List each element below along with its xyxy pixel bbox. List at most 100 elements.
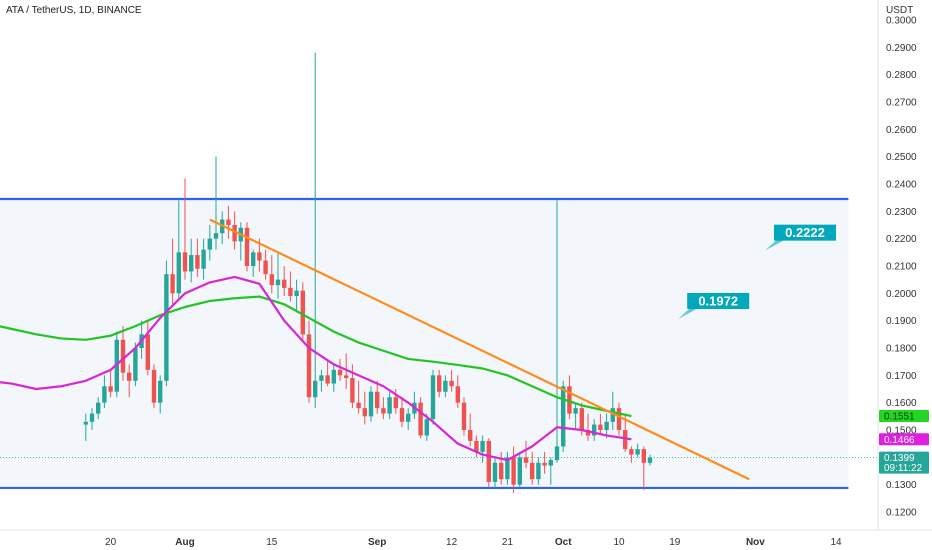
candle[interactable] [282, 266, 287, 297]
candle[interactable] [120, 326, 126, 381]
candle[interactable] [207, 225, 212, 261]
candle[interactable] [461, 397, 467, 436]
descending-trendline[interactable] [209, 218, 750, 481]
candle-body [133, 348, 138, 381]
candle[interactable] [201, 238, 206, 280]
candle[interactable] [331, 364, 336, 392]
candle[interactable] [592, 419, 597, 441]
candle[interactable] [83, 413, 88, 441]
candle[interactable] [127, 364, 132, 398]
candle[interactable] [474, 435, 479, 458]
candle[interactable] [356, 380, 361, 414]
candle[interactable] [306, 320, 312, 403]
candle[interactable] [548, 457, 553, 485]
candle[interactable] [164, 260, 169, 387]
candle[interactable] [492, 457, 498, 488]
candle[interactable] [313, 52, 318, 409]
candle-body [437, 375, 442, 392]
candle[interactable] [499, 451, 504, 485]
candle-body [282, 279, 287, 288]
candle-body [263, 260, 268, 275]
candle[interactable] [263, 249, 268, 280]
candle[interactable] [635, 443, 640, 458]
candle[interactable] [300, 282, 305, 343]
candle[interactable] [368, 386, 374, 422]
candle[interactable] [604, 413, 609, 439]
candle[interactable] [275, 252, 281, 299]
candle[interactable] [647, 454, 653, 466]
candle[interactable] [344, 353, 349, 389]
candle[interactable] [288, 271, 293, 302]
candle[interactable] [610, 391, 615, 430]
candle[interactable] [530, 451, 535, 485]
candle[interactable] [554, 200, 560, 463]
candle[interactable] [561, 380, 566, 452]
candle[interactable] [536, 457, 541, 485]
candle[interactable] [437, 369, 442, 398]
candle-body [449, 380, 454, 387]
candle[interactable] [430, 369, 436, 425]
candle[interactable] [393, 389, 398, 414]
candle-body [176, 252, 181, 294]
candle[interactable] [511, 446, 516, 493]
candle[interactable] [585, 413, 591, 441]
candle[interactable] [213, 156, 219, 250]
candle[interactable] [176, 200, 181, 299]
currency-label: USDT [886, 5, 913, 16]
candle[interactable] [455, 375, 460, 409]
candle[interactable] [629, 446, 634, 463]
candle-body [170, 274, 175, 294]
candle[interactable] [375, 380, 380, 414]
candle[interactable] [195, 238, 200, 277]
moving-average-line-0[interactable] [0, 295, 632, 418]
candle[interactable] [641, 446, 646, 491]
magenta-ma-price-tag: 0.1466 [879, 433, 929, 446]
candle[interactable] [319, 369, 324, 392]
price-callout-1[interactable]: 0.1972 [678, 292, 750, 319]
candle[interactable] [158, 375, 163, 414]
candle[interactable] [145, 320, 150, 376]
candle[interactable] [399, 397, 405, 428]
candle-body [288, 287, 293, 297]
candle[interactable] [337, 358, 343, 381]
candle[interactable] [449, 369, 454, 392]
candle[interactable] [598, 413, 603, 436]
candle[interactable] [616, 402, 622, 436]
candle[interactable] [468, 413, 473, 447]
candle[interactable] [573, 402, 578, 430]
candle[interactable] [523, 440, 529, 469]
candle[interactable] [418, 397, 423, 439]
candle-body [641, 449, 646, 463]
candle[interactable] [542, 451, 547, 474]
candle[interactable] [486, 438, 491, 488]
candle[interactable] [133, 342, 138, 387]
candle[interactable] [102, 375, 107, 409]
candle[interactable] [480, 435, 485, 463]
candle[interactable] [89, 408, 95, 430]
price-callout-0[interactable]: 0.2222 [765, 224, 836, 251]
candle[interactable] [362, 391, 367, 425]
candle[interactable] [567, 375, 572, 420]
moving-average-line-1[interactable] [0, 275, 632, 462]
candle[interactable] [387, 391, 392, 420]
candle[interactable] [182, 178, 188, 280]
candle[interactable] [244, 222, 250, 272]
candle[interactable] [381, 397, 386, 420]
candle[interactable] [269, 255, 274, 294]
candle[interactable] [96, 397, 101, 420]
moving-averages [0, 275, 632, 462]
candle[interactable] [108, 369, 113, 398]
candle[interactable] [505, 451, 510, 485]
candle[interactable] [151, 364, 157, 409]
candle[interactable] [325, 358, 330, 387]
candle[interactable] [226, 205, 231, 239]
candle[interactable] [406, 408, 411, 430]
candle[interactable] [189, 238, 194, 283]
candle[interactable] [251, 249, 256, 277]
candle-body [189, 255, 194, 272]
candle[interactable] [443, 375, 448, 398]
candle[interactable] [294, 279, 299, 313]
candle[interactable] [517, 451, 522, 488]
candle[interactable] [170, 238, 175, 305]
